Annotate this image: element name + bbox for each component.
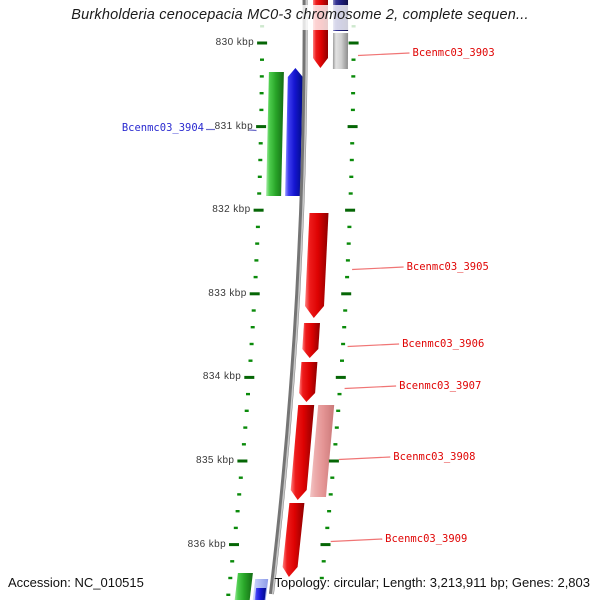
gene-block-blue-3904[interactable]: [285, 68, 303, 196]
gene-block-red-3905[interactable]: [305, 213, 329, 318]
ruler-ticks-left: [226, 25, 268, 596]
gene-label-Bcenmc03_3907[interactable]: Bcenmc03_3907: [399, 380, 482, 392]
gene-label-Bcenmc03_3903[interactable]: Bcenmc03_3903: [412, 47, 495, 59]
gene-block-red-3907[interactable]: [299, 362, 318, 402]
gene-block-red-3909[interactable]: [282, 503, 305, 577]
gene-block-pink-3908b[interactable]: [310, 405, 335, 497]
backbone: [268, 0, 308, 595]
gene-blocks: [234, 0, 349, 600]
gene-label-Bcenmc03_3904[interactable]: Bcenmc03_3904: [121, 122, 204, 134]
gene-block-green-bottom[interactable]: [234, 573, 253, 600]
gene-label-Bcenmc03_3906[interactable]: Bcenmc03_3906: [402, 338, 485, 350]
title-background-band: [0, 5, 600, 30]
gene-label-Bcenmc03_3909[interactable]: Bcenmc03_3909: [385, 533, 468, 545]
gene-block-red-3908[interactable]: [290, 405, 315, 500]
gene-label-Bcenmc03_3908[interactable]: Bcenmc03_3908: [393, 451, 476, 463]
gene-block-red-3906[interactable]: [302, 323, 320, 358]
gene-label-Bcenmc03_3905[interactable]: Bcenmc03_3905: [406, 261, 489, 273]
gene-block-green-top[interactable]: [266, 72, 284, 196]
gene-block-blue-bottom[interactable]: [254, 588, 267, 600]
gene-block-gray-top[interactable]: [332, 33, 349, 69]
label-leader-lines: [206, 52, 410, 543]
